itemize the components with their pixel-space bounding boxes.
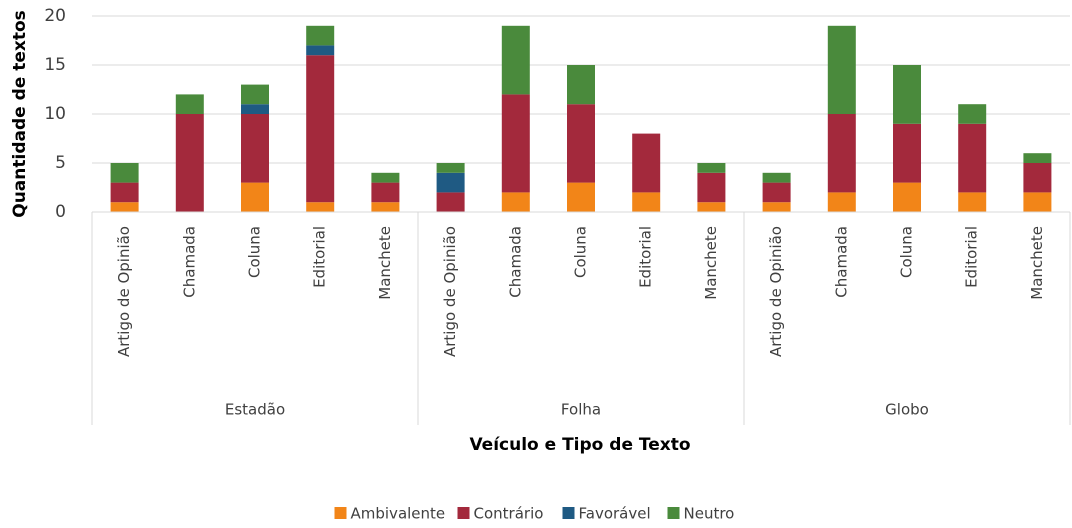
bar-segment [632, 192, 661, 212]
bar-segment [958, 123, 987, 193]
bar-segment [958, 192, 987, 212]
bar-segment [110, 163, 139, 183]
bar-segment [501, 25, 530, 95]
bar-segment [893, 182, 921, 212]
bar-segment [306, 202, 335, 212]
legend-swatch [334, 507, 347, 519]
legend-label: Favorável [579, 505, 651, 523]
bar-segment [110, 182, 139, 203]
bar-segment [958, 104, 987, 124]
bar-segment [567, 104, 595, 183]
bar-segment [762, 182, 791, 203]
group-label: Estadão [225, 401, 285, 419]
bar-segment [306, 45, 335, 56]
y-tick-label: 20 [44, 6, 66, 26]
x-tick-label: Artigo de Opinião [115, 226, 133, 357]
bar-segment [436, 192, 465, 212]
bar-segment [241, 104, 269, 114]
y-tick-label: 15 [44, 55, 66, 75]
bar-segment [1023, 153, 1052, 163]
y-tick-label: 5 [55, 153, 66, 173]
bar-segment [762, 172, 791, 183]
x-tick-label: Coluna [572, 226, 590, 278]
x-axis-title: Veículo e Tipo de Texto [469, 435, 690, 455]
x-tick-label: Coluna [898, 226, 916, 278]
bar-segment [241, 84, 269, 105]
bar-segment [762, 202, 791, 212]
bar-segment [567, 65, 595, 105]
legend-label: Neutro [684, 505, 735, 523]
bar-segment [697, 202, 726, 212]
x-tick-label: Coluna [246, 226, 264, 278]
bar-segment [1023, 192, 1052, 212]
bar-segment [567, 182, 595, 212]
legend-label: Contrário [474, 505, 544, 523]
x-tick-label: Chamada [832, 226, 850, 298]
bar-segment [436, 163, 465, 173]
bar-segment [827, 114, 856, 193]
bar-segment [697, 163, 726, 173]
bar-segment [632, 133, 661, 193]
x-tick-label: Artigo de Opinião [767, 226, 785, 357]
bar-segment [501, 94, 530, 193]
x-tick-label: Manchete [376, 226, 394, 300]
y-tick-label: 0 [55, 202, 66, 222]
bar-segment [241, 182, 269, 212]
x-tick-label: Editorial [963, 226, 981, 288]
bar-segment [501, 192, 530, 212]
bar-segment [306, 25, 335, 46]
x-tick-label: Manchete [1028, 226, 1046, 300]
bar-segment [371, 182, 400, 203]
x-tick-label: Editorial [637, 226, 655, 288]
y-tick-label: 10 [44, 104, 66, 124]
group-label: Folha [561, 401, 601, 419]
bar-segment [697, 172, 726, 203]
bar-segment [306, 55, 335, 203]
group-label: Globo [885, 401, 929, 419]
legend-swatch [562, 507, 575, 519]
x-tick-label: Editorial [311, 226, 329, 288]
bar-segment [371, 202, 400, 212]
bar-segment [827, 192, 856, 212]
bar-segment [436, 172, 465, 193]
bar-segment [175, 114, 204, 212]
bar-segment [241, 114, 269, 183]
bar-segment [371, 172, 400, 183]
x-tick-label: Artigo de Opinião [441, 226, 459, 357]
bar-segment [827, 25, 856, 114]
bar-segment [893, 65, 921, 124]
y-axis-title: Quantidade de textos [10, 10, 30, 218]
legend-swatch [667, 507, 680, 519]
legend-label: Ambivalente [351, 505, 446, 523]
x-tick-label: Chamada [506, 226, 524, 298]
bar-segment [1023, 163, 1052, 193]
x-tick-label: Chamada [180, 226, 198, 298]
bar-segment [110, 202, 139, 212]
legend-swatch [457, 507, 470, 519]
bar-segment [893, 123, 921, 183]
x-tick-label: Manchete [702, 226, 720, 300]
bar-segment [175, 94, 204, 114]
